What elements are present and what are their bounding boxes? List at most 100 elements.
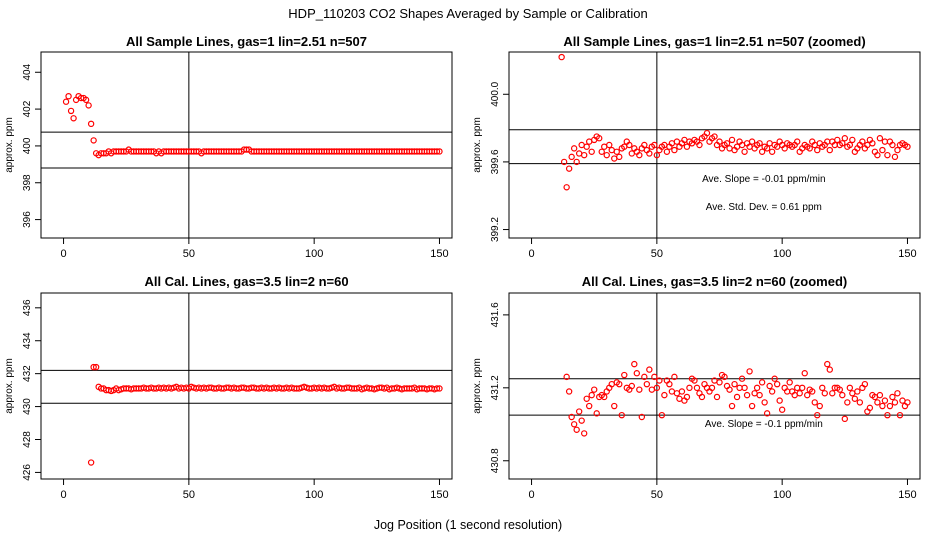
data-point — [711, 133, 718, 140]
data-point — [841, 415, 849, 423]
data-point — [433, 148, 441, 155]
plot-area — [509, 52, 920, 238]
data-point — [580, 430, 588, 437]
data-point — [703, 129, 711, 137]
y-tick-label: 430.8 — [490, 448, 501, 473]
data-point — [626, 141, 633, 149]
data-point — [814, 146, 821, 154]
y-tick-label: 404 — [22, 63, 33, 80]
figure-x-axis-label: Jog Position (1 second resolution) — [374, 518, 562, 532]
data-point — [436, 385, 443, 392]
data-point — [854, 388, 861, 395]
data-point — [585, 402, 593, 410]
y-tick-label: 434 — [22, 332, 33, 349]
data-point — [698, 393, 706, 401]
data-point — [778, 406, 786, 413]
data-point — [874, 399, 881, 406]
data-point — [713, 393, 721, 401]
data-point — [841, 135, 849, 142]
data-point — [613, 148, 620, 155]
data-point — [636, 386, 643, 393]
x-tick-label: 50 — [651, 489, 663, 501]
data-point — [766, 382, 773, 390]
data-point — [593, 410, 600, 417]
data-point — [844, 399, 851, 406]
data-point — [92, 363, 100, 371]
data-point — [671, 146, 678, 154]
data-point — [87, 459, 95, 466]
data-point — [596, 135, 603, 142]
data-point — [904, 399, 911, 406]
data-point — [683, 143, 691, 150]
data-point — [726, 386, 733, 393]
data-point — [889, 393, 896, 401]
data-point — [879, 402, 886, 410]
x-tick-label: 0 — [60, 489, 66, 501]
chart-title: All Sample Lines, gas=1 lin=2.51 n=507 (… — [563, 34, 865, 49]
data-point — [814, 411, 821, 419]
data-point — [633, 370, 641, 377]
panels: All Sample Lines, gas=1 lin=2.51 n=507 ap… — [4, 34, 921, 501]
data-point — [563, 184, 570, 191]
data-point — [606, 141, 613, 149]
x-tick-label: 0 — [528, 248, 534, 260]
data-point — [794, 138, 801, 145]
chart-annotation: Ave. Std. Dev. = 0.61 ppm — [706, 202, 822, 213]
data-point — [656, 377, 663, 384]
y-tick-label: 426 — [22, 464, 33, 481]
data-point — [894, 390, 901, 397]
x-tick-label: 150 — [430, 489, 448, 501]
data-point — [894, 146, 901, 154]
y-tick-label: 431.6 — [490, 302, 501, 327]
plot-frame — [508, 292, 921, 480]
data-point — [799, 384, 806, 392]
data-point — [826, 366, 833, 373]
data-point — [801, 370, 808, 377]
plot-frame — [40, 292, 453, 480]
y-tick-label: 432 — [22, 365, 33, 382]
data-point — [646, 150, 653, 157]
data-point — [741, 148, 748, 155]
data-point — [904, 143, 911, 150]
y-tick-label: 399.6 — [490, 149, 501, 174]
data-point — [834, 136, 841, 144]
chart-title: All Sample Lines, gas=1 lin=2.51 n=507 — [126, 34, 367, 49]
data-point — [716, 379, 723, 386]
data-point — [839, 391, 846, 399]
data-point — [693, 384, 701, 392]
data-point — [723, 140, 731, 147]
data-point — [741, 384, 748, 392]
x-tick-label: 50 — [183, 248, 195, 260]
data-point — [879, 146, 886, 154]
x-tick-label: 50 — [651, 248, 663, 260]
data-point — [846, 384, 854, 392]
chart-annotation: Ave. Slope = -0.1 ppm/min — [705, 419, 823, 430]
data-point — [603, 151, 610, 159]
data-point — [821, 390, 828, 397]
x-tick-label: 150 — [898, 489, 916, 501]
data-point — [758, 379, 766, 386]
data-point — [804, 391, 811, 399]
y-axis-label: approx. ppm — [4, 117, 15, 173]
data-point — [70, 115, 77, 122]
data-point — [768, 388, 776, 395]
chart-title: All Cal. Lines, gas=3.5 lin=2 n=60 — [144, 274, 348, 289]
data-point — [776, 397, 783, 404]
data-point — [621, 371, 628, 379]
plot-area — [509, 293, 920, 479]
data-point — [666, 380, 673, 388]
data-point — [62, 98, 70, 105]
data-point — [889, 141, 896, 149]
x-tick-label: 100 — [773, 248, 791, 260]
data-point — [771, 375, 778, 382]
data-point — [563, 373, 570, 381]
data-point — [824, 360, 831, 368]
chart-title: All Cal. Lines, gas=3.5 lin=2 n=60 (zoom… — [582, 274, 848, 289]
y-tick-label: 436 — [22, 299, 33, 316]
data-point — [781, 145, 788, 152]
data-point — [575, 408, 583, 415]
y-tick-label: 399.2 — [490, 217, 501, 242]
data-point — [82, 96, 90, 104]
data-point — [816, 402, 823, 410]
